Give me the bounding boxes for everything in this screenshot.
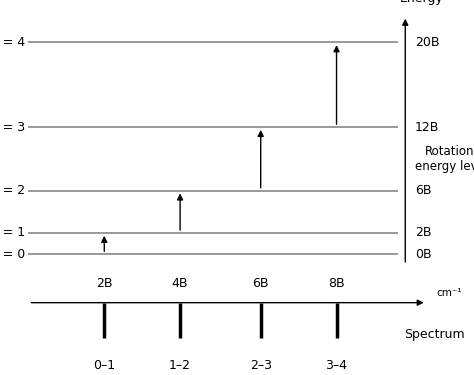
- Text: J = 4: J = 4: [0, 36, 26, 49]
- Text: 1–2: 1–2: [169, 359, 191, 372]
- Text: 0B: 0B: [415, 248, 431, 261]
- Text: Energy: Energy: [400, 0, 444, 5]
- Text: Rotational
energy levels: Rotational energy levels: [415, 145, 474, 173]
- Text: J = 0: J = 0: [0, 248, 26, 261]
- Text: 0–1: 0–1: [93, 359, 115, 372]
- Text: 12B: 12B: [415, 120, 439, 134]
- Text: 8B: 8B: [328, 277, 345, 290]
- Text: 2–3: 2–3: [250, 359, 272, 372]
- Text: 6B: 6B: [253, 277, 269, 290]
- Text: 3–4: 3–4: [326, 359, 347, 372]
- Text: J = 3: J = 3: [0, 120, 26, 134]
- Text: 6B: 6B: [415, 184, 431, 197]
- Text: 2B: 2B: [96, 277, 112, 290]
- Text: 20B: 20B: [415, 36, 439, 49]
- Text: 4B: 4B: [172, 277, 188, 290]
- Text: Spectrum: Spectrum: [404, 328, 465, 341]
- Text: J = 1: J = 1: [0, 226, 26, 240]
- Text: J = 2: J = 2: [0, 184, 26, 197]
- Text: cm⁻¹: cm⁻¹: [436, 288, 462, 298]
- Text: 2B: 2B: [415, 226, 431, 240]
